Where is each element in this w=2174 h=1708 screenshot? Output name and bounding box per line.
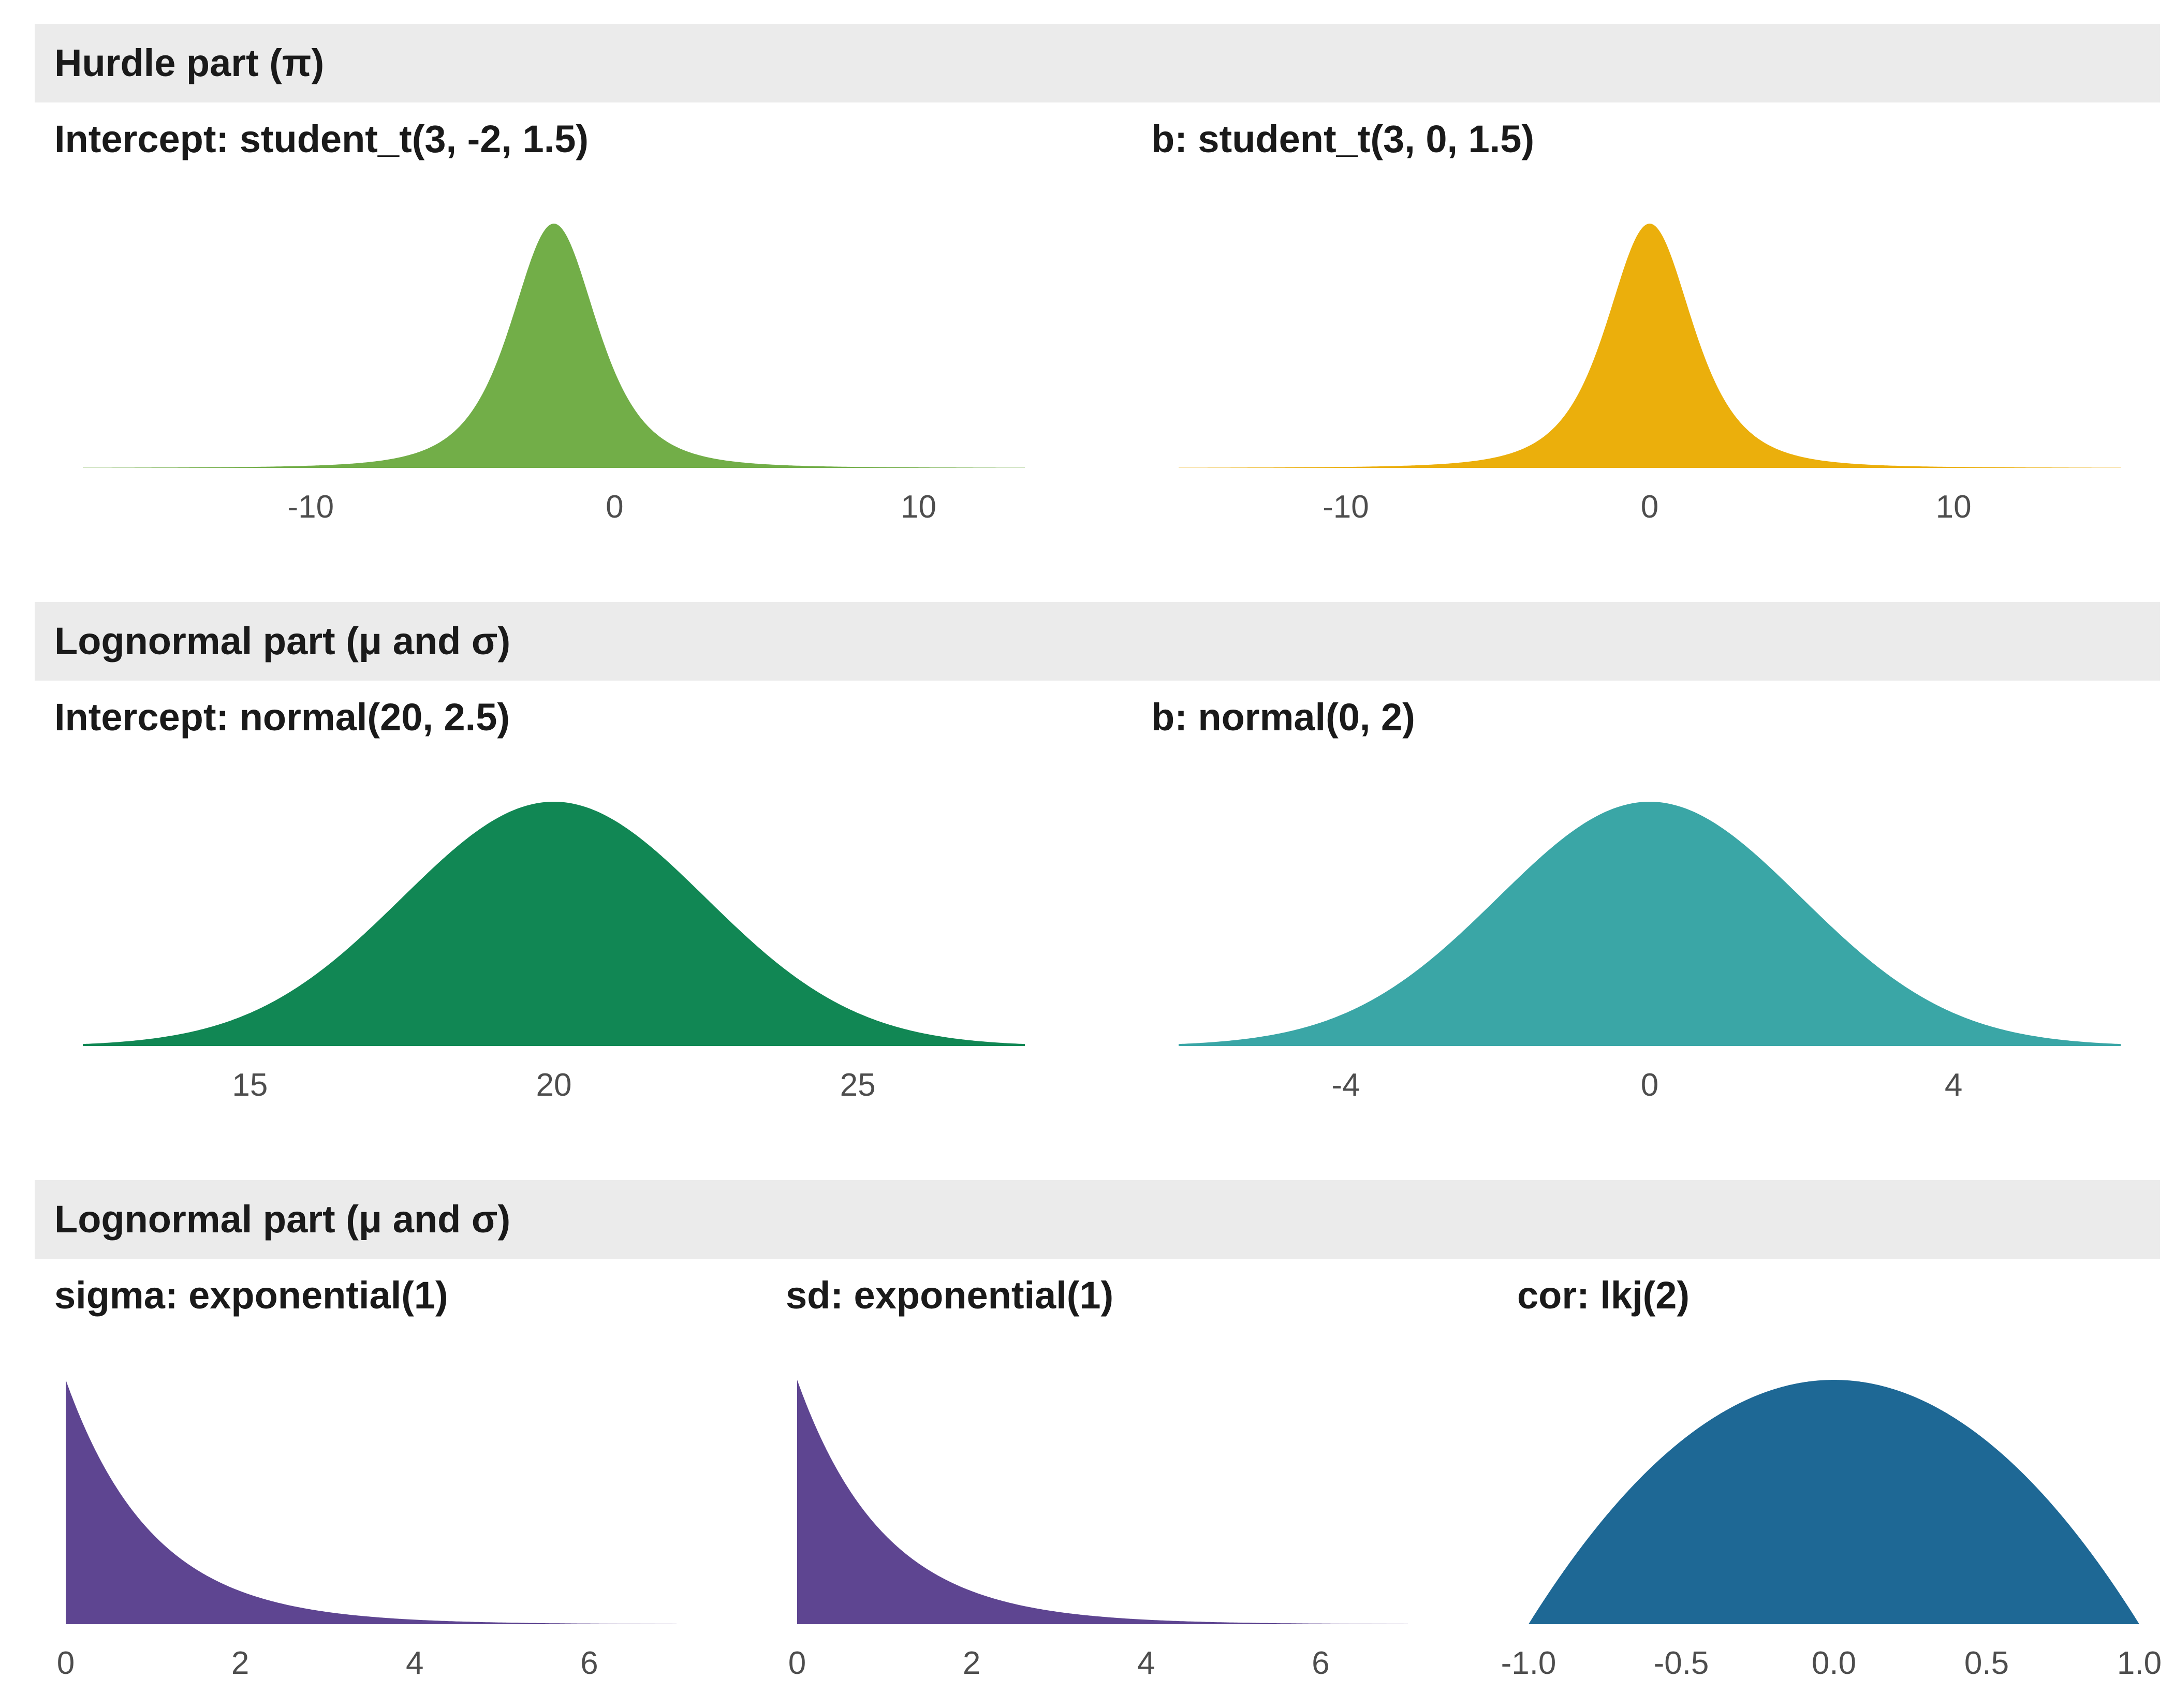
x-tick-label: 10 [901,489,936,525]
x-tick-label: 6 [1312,1645,1329,1681]
x-tick-label: -1.0 [1501,1645,1556,1681]
panel-title-hurdle-intercept: Intercept: student_t(3, -2, 1.5) [54,117,589,160]
section-title: Lognormal part (μ and σ) [54,1198,511,1241]
x-tick-label: 15 [232,1067,268,1103]
plot-hurdle-intercept: -10 0 10 [83,224,1025,525]
x-tick-label: 0 [1641,489,1658,525]
plot-lognormal-b: -4 0 4 [1179,802,2121,1103]
x-tick-label: 20 [536,1067,572,1103]
x-tick-label: 2 [963,1645,980,1681]
x-tick-label: 4 [406,1645,423,1681]
plot-hurdle-b: -10 0 10 [1179,224,2121,525]
x-tick-label: 1.0 [2117,1645,2162,1681]
panel-title-cor: cor: lkj(2) [1517,1274,1690,1317]
plot-sd: 0 2 4 6 [788,1380,1408,1681]
x-tick-label: -10 [1323,489,1369,525]
x-tick-label: 0 [606,489,623,525]
x-tick-label: 2 [231,1645,249,1681]
section-strip-lognormal-sigma: Lognormal part (μ and σ) [35,1180,2160,1259]
x-tick-label: 4 [1945,1067,1962,1103]
x-tick-label: 0 [788,1645,806,1681]
density-area [1179,224,2121,468]
panel-title-lognormal-b: b: normal(0, 2) [1151,696,1415,739]
section-title: Hurdle part (π) [54,41,325,84]
density-area [1179,802,2121,1046]
panel-title-hurdle-b: b: student_t(3, 0, 1.5) [1151,117,1535,160]
x-tick-label: 0.5 [1964,1645,2009,1681]
section-strip-lognormal-mu: Lognormal part (μ and σ) [35,602,2160,681]
x-tick-label: -10 [287,489,334,525]
x-tick-label: 6 [580,1645,598,1681]
plot-lognormal-intercept: 15 20 25 [83,802,1025,1103]
x-tick-label: 0 [57,1645,75,1681]
panel-title-lognormal-intercept: Intercept: normal(20, 2.5) [54,696,510,739]
density-area [797,1380,1408,1624]
x-tick-label: 0.0 [1812,1645,1856,1681]
panel-title-sigma: sigma: exponential(1) [54,1274,448,1317]
x-tick-label: 4 [1137,1645,1155,1681]
density-area [83,224,1025,468]
x-tick-label: -0.5 [1654,1645,1709,1681]
density-area [83,802,1025,1046]
x-tick-label: 25 [840,1067,876,1103]
section-title: Lognormal part (μ and σ) [54,620,511,662]
plot-cor: -1.0 -0.5 0.0 0.5 1.0 [1501,1380,2162,1681]
density-area [66,1380,677,1624]
section-strip-hurdle: Hurdle part (π) [35,24,2160,102]
x-tick-label: 10 [1936,489,1972,525]
plot-sigma: 0 2 4 6 [57,1380,677,1681]
x-tick-label: -4 [1331,1067,1360,1103]
panel-title-sd: sd: exponential(1) [786,1274,1114,1317]
density-area [1529,1380,2139,1624]
x-tick-label: 0 [1641,1067,1658,1103]
